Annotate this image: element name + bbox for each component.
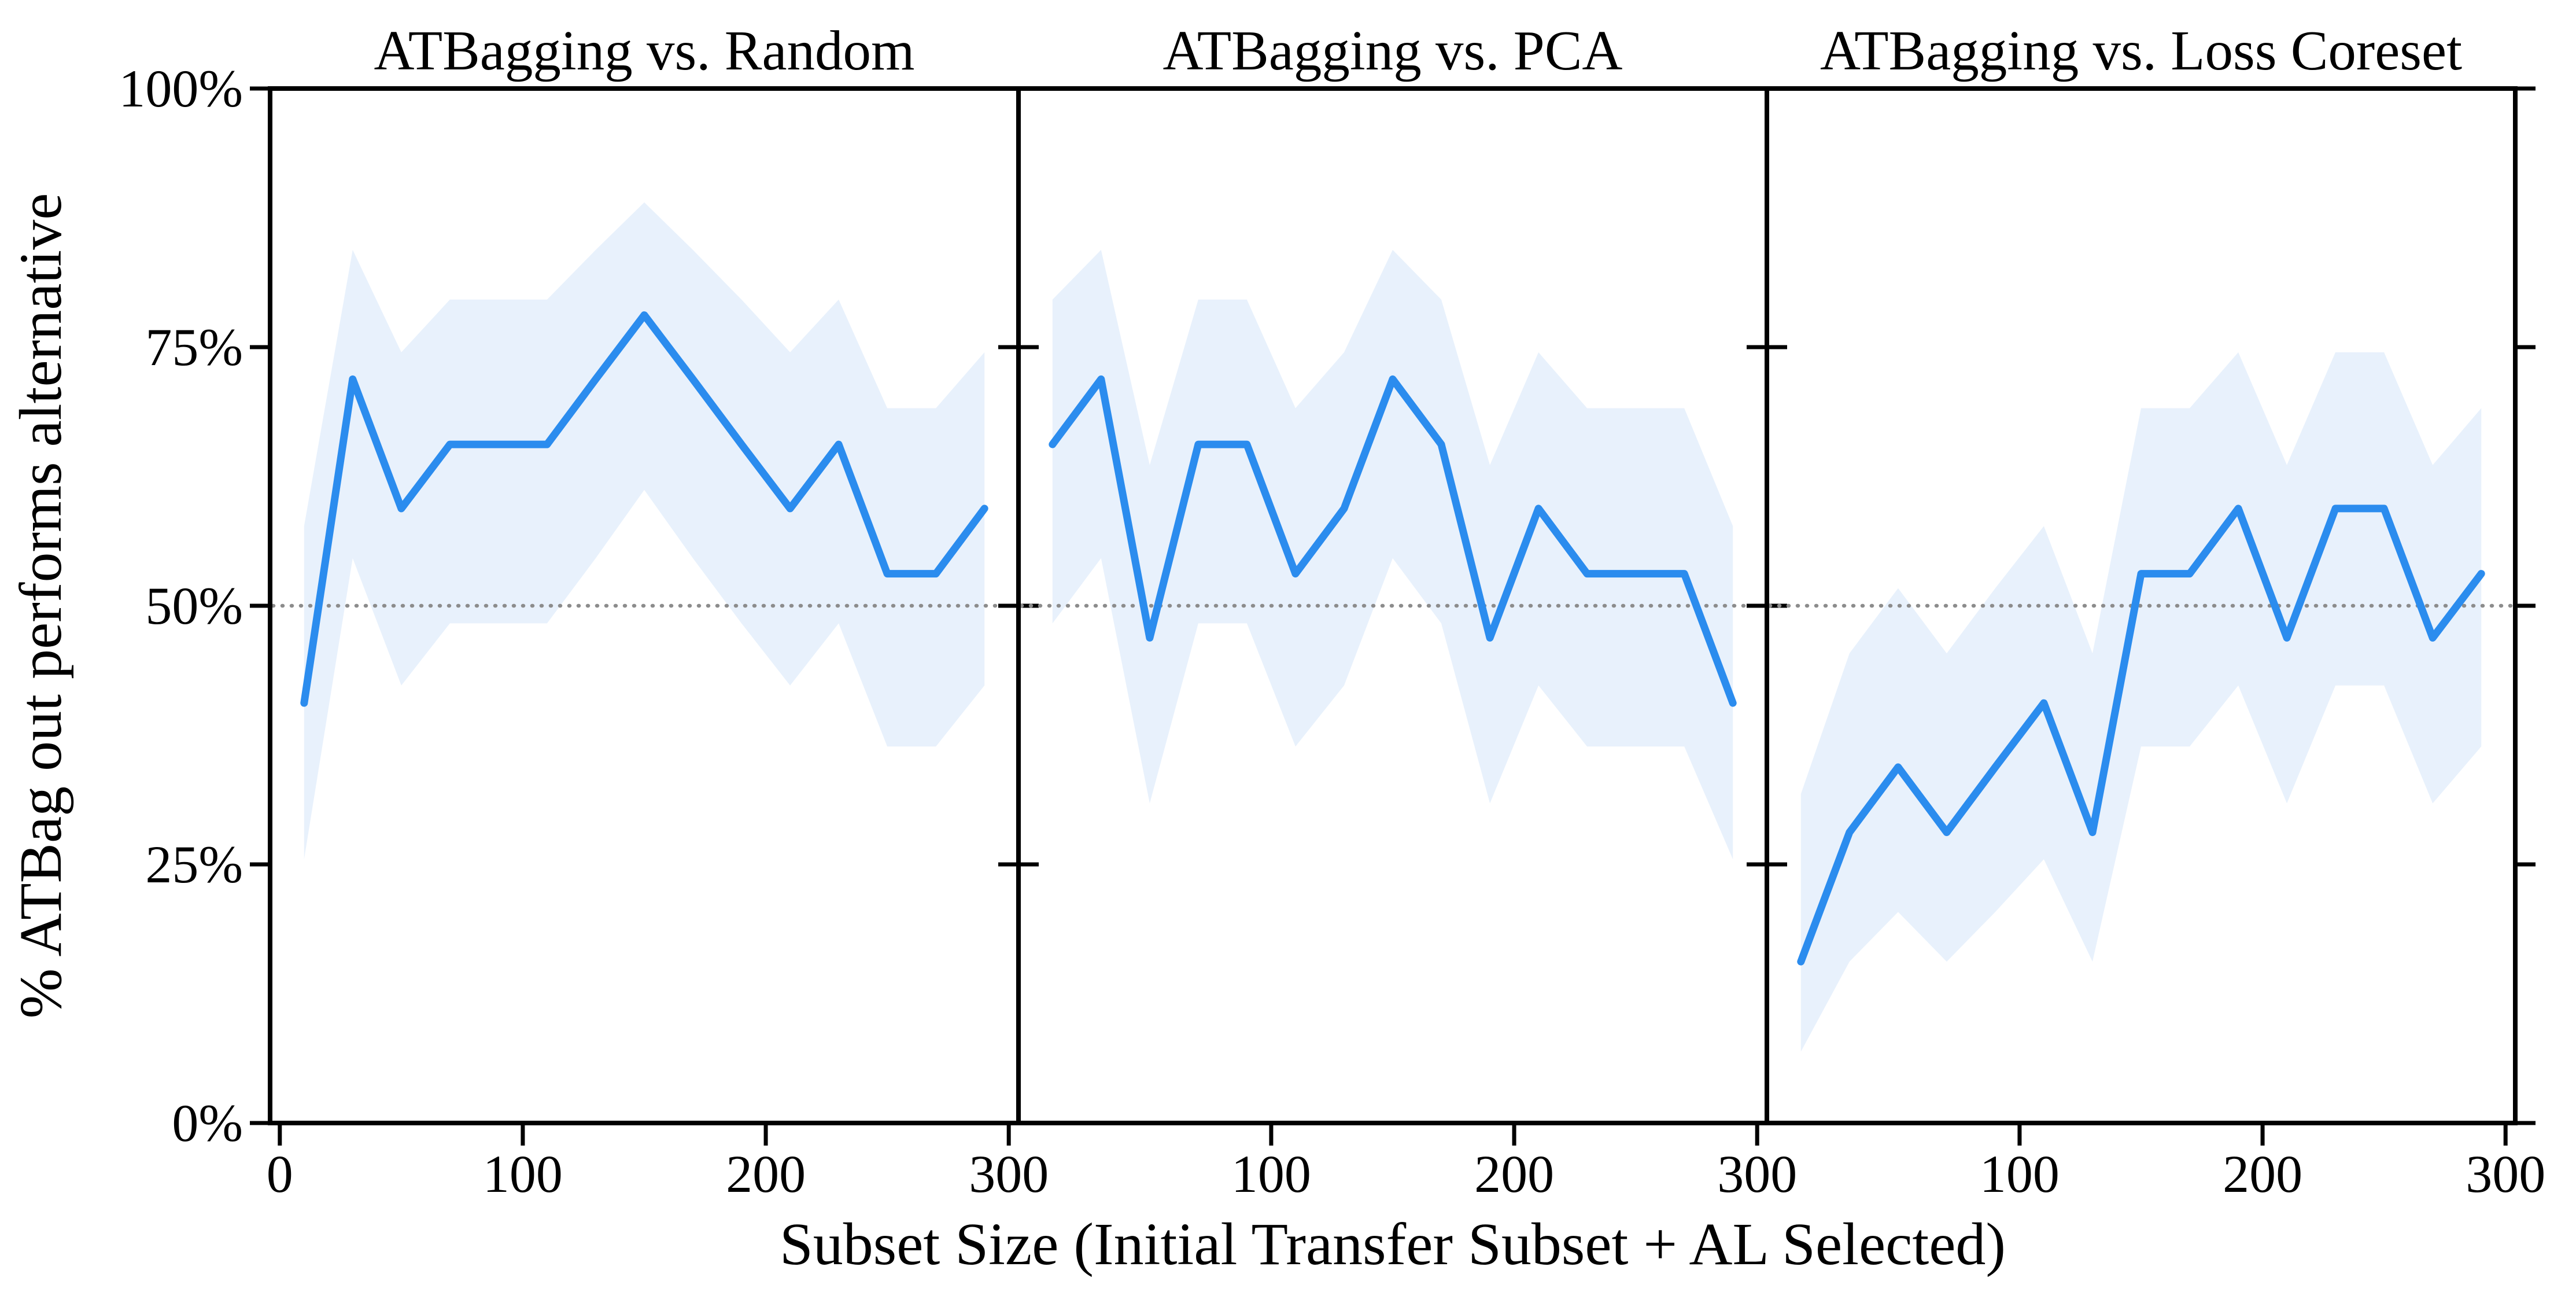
confidence-band [1052,249,1733,860]
panel-title-pca: ATBagging vs. PCA [1163,20,1623,82]
x-tick-label: 300 [1717,1144,1797,1203]
panel-title-random: ATBagging vs. Random [374,20,915,82]
x-tick-label: 300 [2466,1144,2545,1203]
x-tick-label: 100 [1980,1144,2060,1203]
y-tick-label: 25% [145,835,243,894]
panels-layer: 0% 25% 50% 75% 100% 0 100 200 300 100 200 300 100 200… [119,59,2545,1203]
y-tick-label: 0% [172,1094,243,1153]
series-line [1049,375,1737,707]
y-tick-label: 75% [145,318,243,377]
x-tick-label: 0 [267,1144,293,1203]
x-tick-label: 200 [1474,1144,1554,1203]
x-tick-label: 200 [726,1144,806,1203]
y-axis-label: % ATBag out performs alternative [8,193,74,1019]
panel-title-loss-coreset: ATBagging vs. Loss Coreset [1820,20,2462,82]
series-line [300,311,988,707]
series-line [1797,505,2485,966]
confidence-band [304,202,985,860]
confidence-band [1800,352,2482,1052]
x-tick-label: 300 [969,1144,1049,1203]
y-tick-label: 100% [119,59,243,118]
x-tick-label: 100 [1231,1144,1311,1203]
y-tick-label: 50% [145,576,243,635]
x-tick-label: 200 [2223,1144,2302,1203]
x-axis-label: Subset Size (Initial Transfer Subset + A… [780,1211,2006,1277]
x-tick-label: 100 [483,1144,563,1203]
